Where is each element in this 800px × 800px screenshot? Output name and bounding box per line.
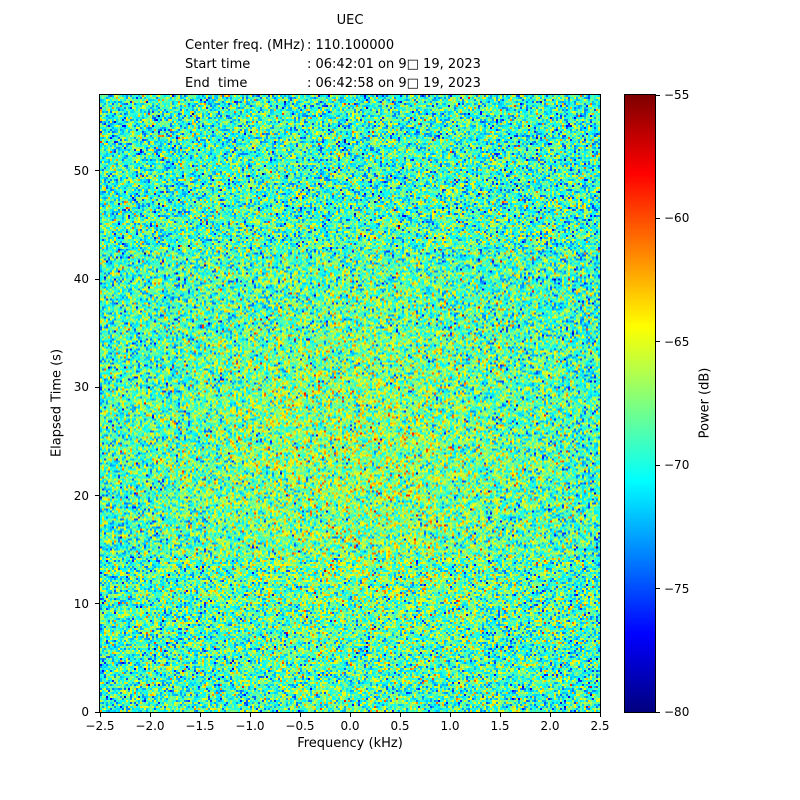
colorbar-tick-label: −75 <box>664 581 690 596</box>
x-axis-ticks: −2.5 −2.0 −1.5 −1.0 −0.5 0.0 0.5 1.0 1.5 2.0 2.5 <box>85 713 610 745</box>
x-tick-label: 1.5 <box>490 719 510 733</box>
x-tick-mark <box>99 713 101 717</box>
x-tick-mark <box>149 713 151 717</box>
x-tick-mark <box>499 713 501 717</box>
y-tick-label: 40 <box>73 272 89 287</box>
x-tick-label: 2.0 <box>540 719 560 733</box>
y-tick-label: 0 <box>81 705 89 719</box>
header-line-start-time: Start time : 06:42:01 on 9□ 19, 2023 <box>185 55 481 74</box>
colorbar-gradient <box>625 95 655 712</box>
x-tick-label: −2.5 <box>85 719 115 733</box>
colorbar-tick-mark <box>656 464 660 466</box>
colorbar-ticks: −55 −60 −65 −70 −75 −80 <box>656 88 746 719</box>
x-tick-label: 0.0 <box>340 719 360 733</box>
y-tick-label: 50 <box>73 163 89 178</box>
center-freq-value: : 110.100000 <box>307 38 395 53</box>
colorbar-tick-label: −80 <box>664 705 690 719</box>
x-tick-mark <box>349 713 351 717</box>
colorbar-tick-label: −70 <box>664 458 690 473</box>
figure-title: UEC <box>336 13 364 28</box>
colorbar-tick-mark <box>656 217 660 219</box>
x-tick-label: −1.5 <box>185 719 215 733</box>
y-axis-label: Elapsed Time (s) <box>49 348 65 458</box>
x-tick-label: 1.0 <box>440 719 460 733</box>
colorbar-tick-label: −60 <box>664 211 690 226</box>
y-tick-mark <box>95 278 99 280</box>
start-time-value: : 06:42:01 on 9□ 19, 2023 <box>307 57 481 72</box>
y-tick-mark <box>95 711 99 713</box>
colorbar-tick-mark <box>656 588 660 590</box>
x-tick-label: 2.5 <box>590 719 610 733</box>
x-tick-mark <box>599 713 601 717</box>
colorbar-tick-mark <box>656 94 660 96</box>
header-line-center-freq: Center freq. (MHz): 110.100000 <box>185 36 481 55</box>
x-tick-mark <box>449 713 451 717</box>
y-tick-mark <box>95 386 99 388</box>
header-line-end-time: End time : 06:42:58 on 9□ 19, 2023 <box>185 74 481 93</box>
x-axis-label: Frequency (kHz) <box>297 736 403 751</box>
colorbar <box>624 94 656 713</box>
x-tick-label: 0.5 <box>390 719 410 733</box>
end-time-value: : 06:42:58 on 9□ 19, 2023 <box>307 76 481 91</box>
y-tick-mark <box>95 170 99 172</box>
x-tick-mark <box>299 713 301 717</box>
y-tick-mark <box>95 495 99 496</box>
colorbar-tick-mark <box>656 711 660 713</box>
start-time-label: Start time <box>185 57 251 72</box>
spectrogram-heatmap <box>100 95 600 712</box>
end-time-label: End time <box>185 76 248 91</box>
colorbar-tick-label: −55 <box>664 88 690 102</box>
x-tick-label: −2.0 <box>135 719 165 733</box>
x-tick-label: −0.5 <box>285 719 315 733</box>
colorbar-tick-label: −65 <box>664 334 690 349</box>
x-tick-mark <box>249 713 251 717</box>
x-tick-mark <box>399 713 401 717</box>
y-axis-ticks: 0 10 20 30 40 50 <box>0 95 99 719</box>
y-tick-label: 10 <box>73 596 89 611</box>
x-tick-mark <box>549 713 551 717</box>
y-tick-label: 20 <box>73 488 89 503</box>
y-tick-mark <box>95 603 99 605</box>
colorbar-label: Power (dB) <box>697 367 713 439</box>
colorbar-tick-mark <box>656 341 660 343</box>
figure-header: Center freq. (MHz): 110.100000 Start tim… <box>185 36 481 93</box>
x-tick-label: −1.0 <box>235 719 265 733</box>
center-freq-label: Center freq. (MHz) <box>185 38 305 53</box>
x-tick-mark <box>199 713 201 717</box>
plot-area <box>99 94 601 713</box>
y-tick-label: 30 <box>73 380 89 395</box>
